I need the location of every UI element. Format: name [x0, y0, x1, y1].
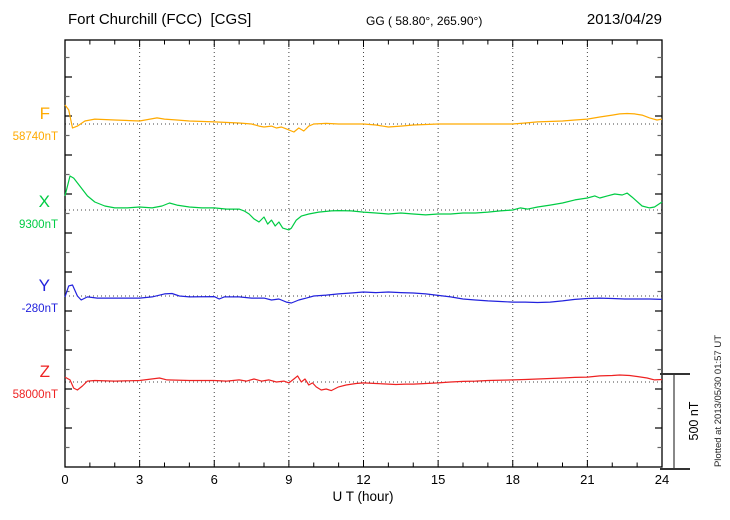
hour-tick-18: 18 [505, 472, 520, 487]
channel-label-z: Z [39, 362, 50, 381]
trace-z [64, 374, 663, 392]
channel-value-f: 58740nT [12, 131, 58, 143]
geographic-coordinates: GG ( 58.80°, 265.90°) [366, 14, 483, 28]
hour-tick-12: 12 [356, 472, 371, 487]
hour-tick-24: 24 [654, 472, 670, 487]
channel-value-y: -280nT [21, 303, 58, 315]
hour-tick-21: 21 [580, 472, 595, 487]
channel-label-x: X [38, 192, 50, 211]
scalebar-label: 500 nT [687, 401, 701, 441]
x-axis-title: U T (hour) [332, 489, 394, 504]
plotted-at-note: Plotted at 2013/05/30 01:57 UT [713, 334, 724, 468]
trace-y [64, 284, 663, 304]
trace-x [64, 175, 663, 231]
hour-tick-0: 0 [61, 472, 69, 487]
hour-tick-9: 9 [285, 472, 293, 487]
station-title: Fort Churchill (FCC) [CGS] [68, 11, 252, 28]
trace-f [64, 104, 663, 133]
hour-tick-6: 6 [210, 472, 218, 487]
channel-value-x: 9300nT [18, 219, 58, 231]
channel-label-f: F [39, 104, 50, 123]
channel-label-y: Y [38, 276, 50, 295]
channel-value-z: 58000nT [12, 389, 58, 401]
hour-tick-3: 3 [136, 472, 144, 487]
plot-date: 2013/04/29 [586, 11, 662, 28]
hour-tick-15: 15 [430, 472, 446, 487]
